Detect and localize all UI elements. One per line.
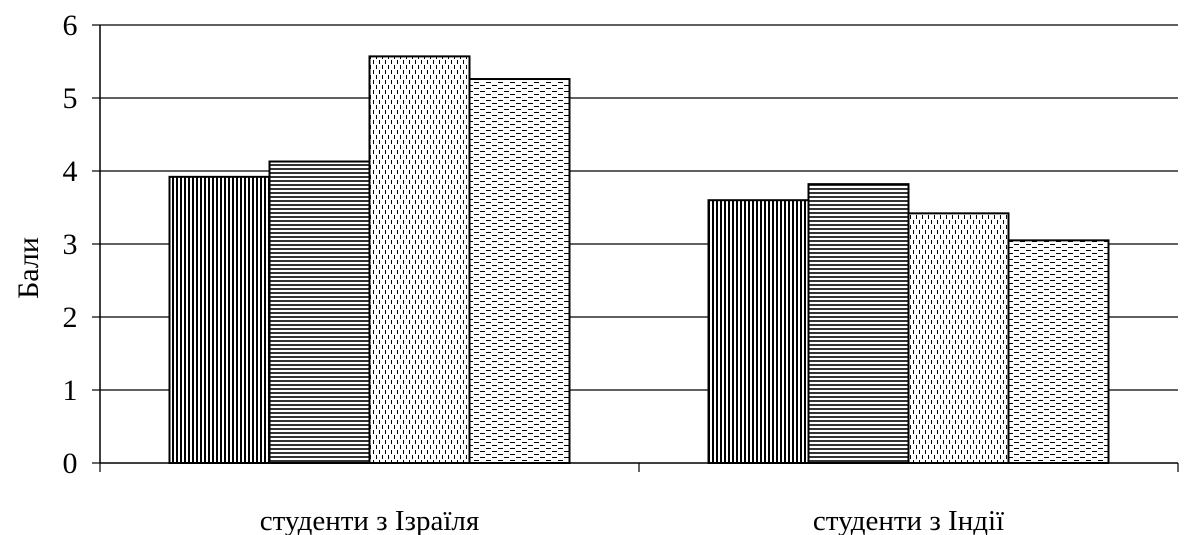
y-tick-label: 6: [63, 9, 78, 42]
bar: [168, 175, 271, 464]
bar: [1007, 239, 1110, 464]
bars: [168, 55, 1110, 465]
bar: [268, 160, 371, 464]
bar: [907, 212, 1010, 464]
y-tick-label: 1: [63, 374, 78, 407]
y-axis-title: Бали: [12, 237, 45, 299]
x-category-label: студенти з Ізраїля: [260, 505, 479, 535]
tick-labels: 0 1 2 3 4 5 6 студенти з Ізраїля студенти з Інді…: [63, 9, 1005, 535]
bar: [707, 199, 810, 464]
y-tick-label: 3: [63, 228, 78, 261]
y-tick-label: 4: [63, 155, 78, 188]
bar: [368, 55, 471, 464]
y-tick-label: 2: [63, 301, 78, 334]
bar: [807, 183, 910, 464]
bar: [468, 78, 571, 465]
y-tick-label: 5: [63, 82, 78, 115]
x-category-label: студенти з Індії: [813, 505, 1004, 535]
y-tick-label: 0: [63, 447, 78, 480]
axes: [92, 24, 1179, 472]
